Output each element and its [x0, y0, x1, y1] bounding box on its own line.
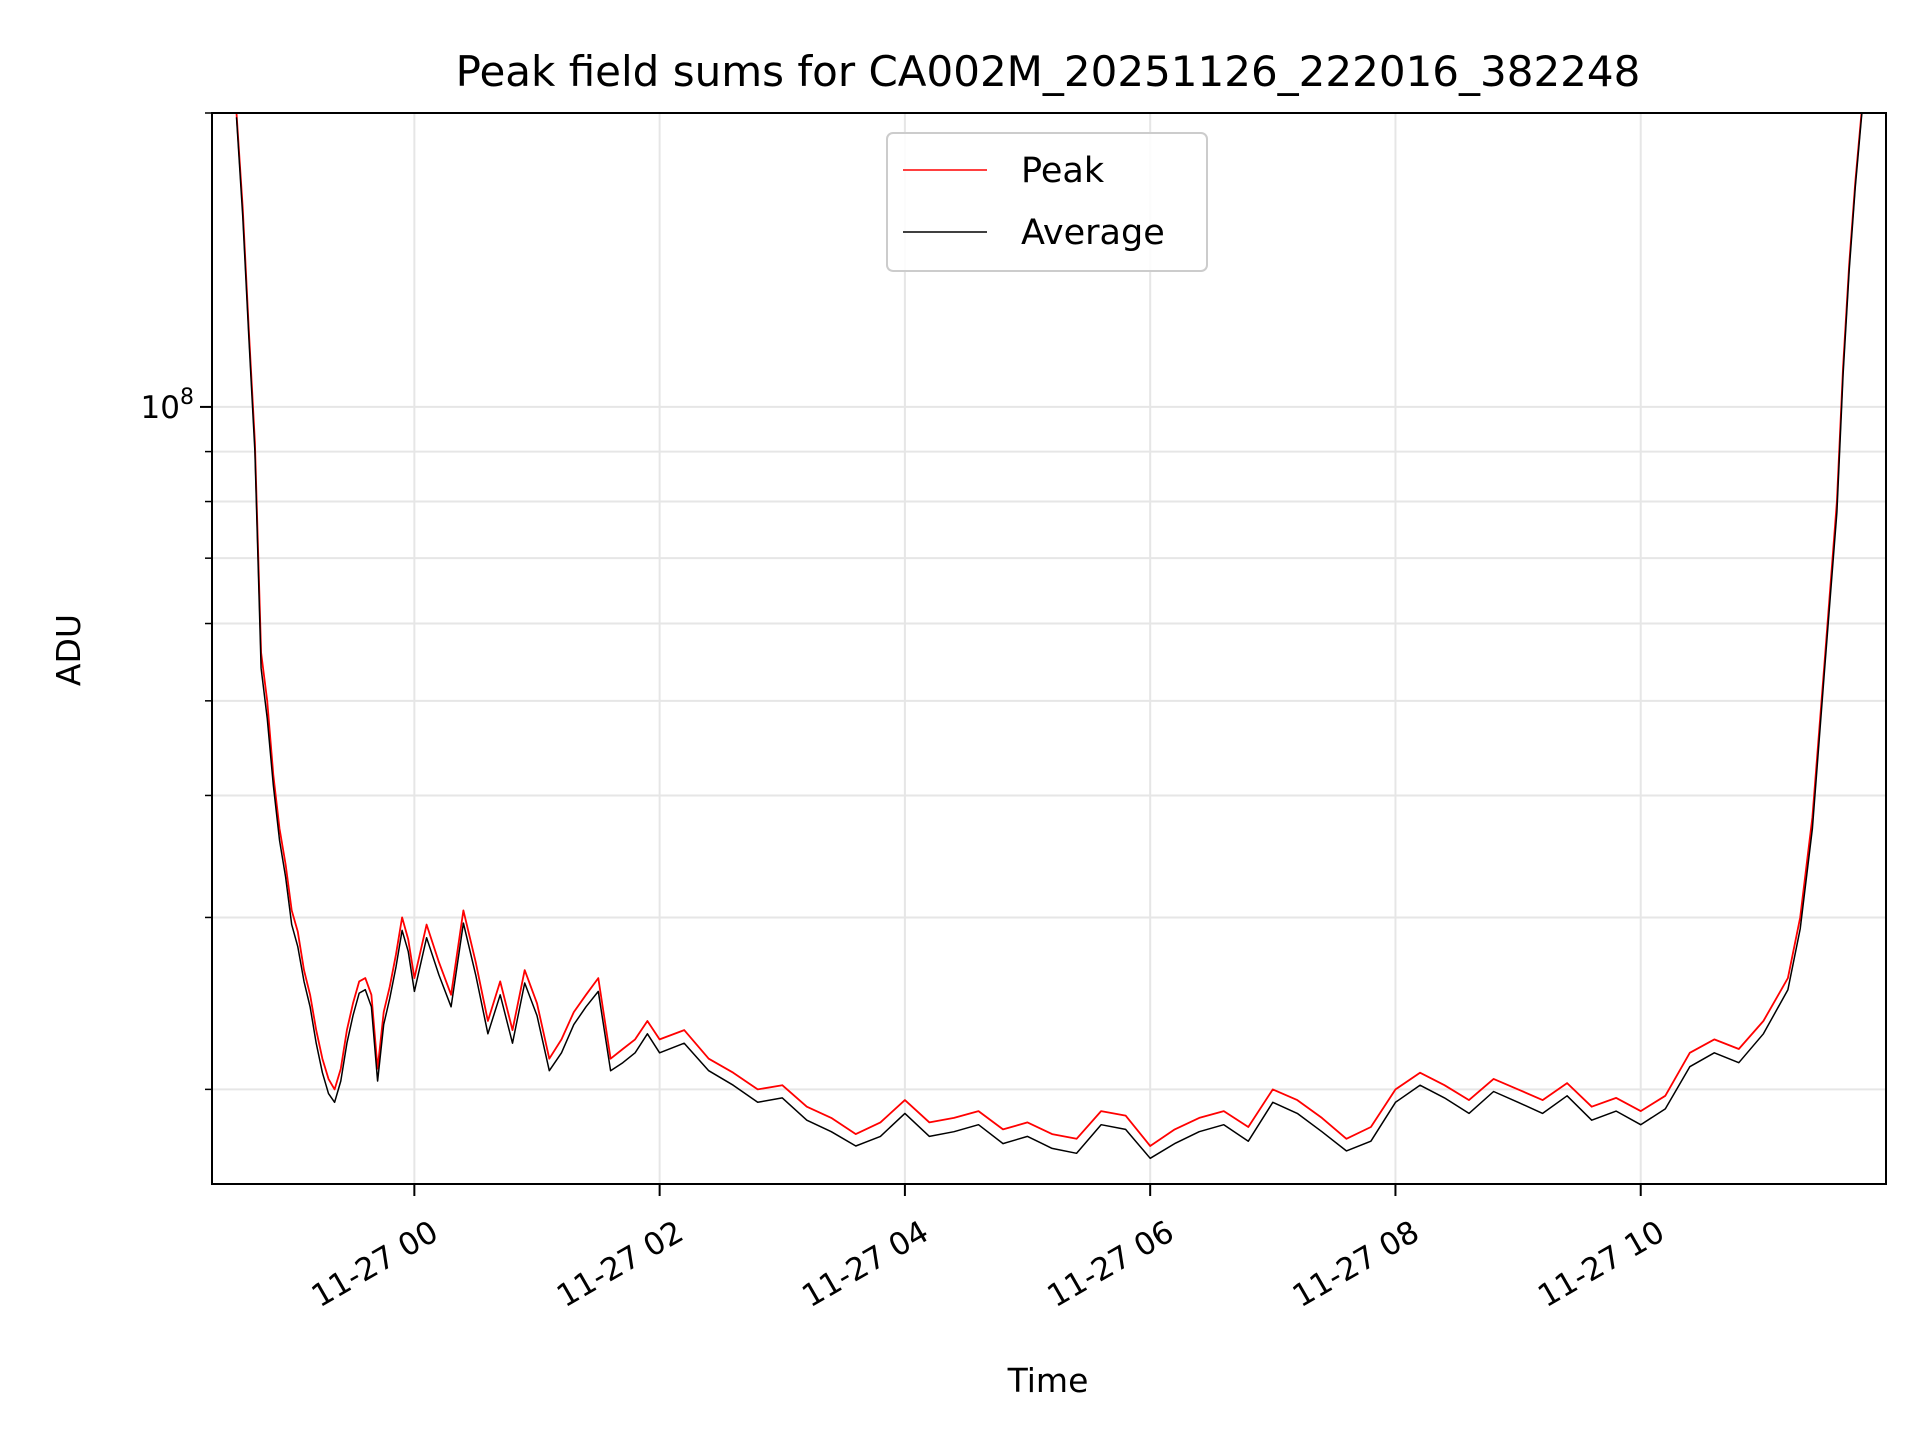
chart-title: Peak field sums for CA002M_20251126_2220…: [456, 47, 1641, 96]
series-lines: [235, 113, 1863, 1160]
legend-box: [886, 132, 1208, 272]
y-tick-label-base: 10: [141, 390, 180, 426]
series-line-peak: [235, 113, 1863, 1147]
legend: Peak Average: [886, 132, 1208, 272]
x-axis-label: Time: [1007, 1361, 1089, 1400]
y-tick-label: 108: [141, 385, 194, 426]
legend-average-label: Average: [1021, 213, 1165, 253]
y-tick-label-exponent: 8: [180, 385, 194, 410]
series-line-average: [235, 113, 1863, 1160]
plot-frame: [211, 112, 1887, 1185]
y-axis-label: ADU: [49, 614, 88, 686]
legend-peak-label: Peak: [1021, 151, 1105, 191]
